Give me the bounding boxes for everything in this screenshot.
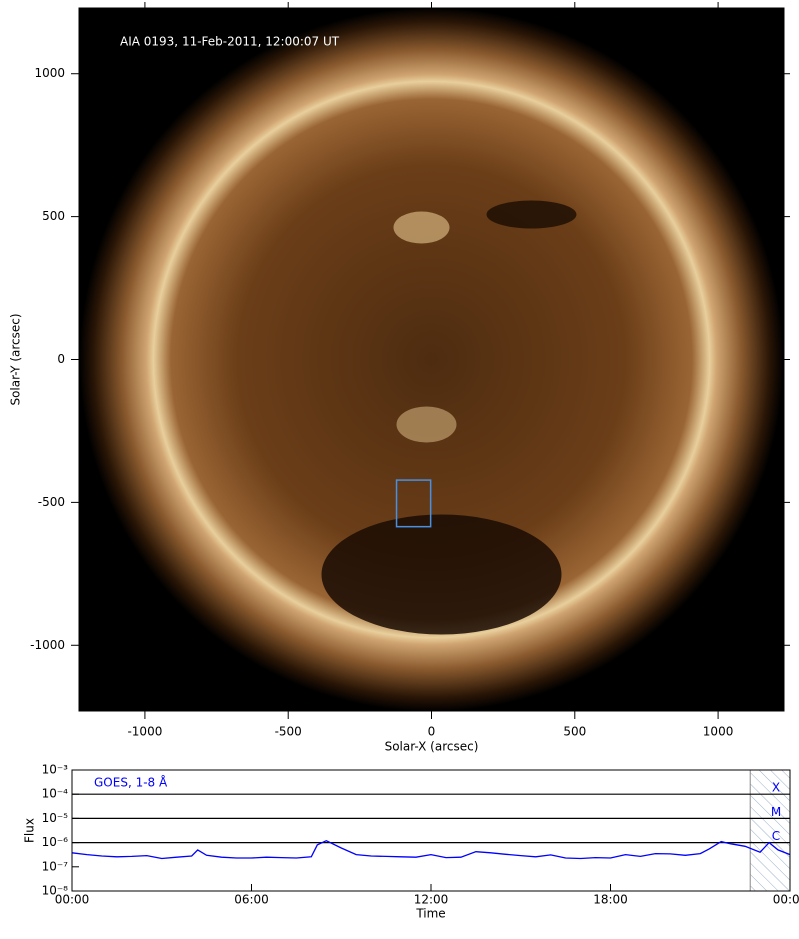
y-axis-label: Flux <box>23 818 37 843</box>
y-tick-label: 1000 <box>34 66 65 80</box>
x-axis-label: Time <box>415 907 445 921</box>
x-axis-label: Solar-X (arcsec) <box>385 740 479 754</box>
sun-disk <box>79 8 784 711</box>
x-tick-label: 00:00 <box>773 893 799 907</box>
y-tick-label: 10⁻⁴ <box>42 787 69 801</box>
y-tick-label: 0 <box>57 352 65 366</box>
solar-image <box>79 8 784 711</box>
x-tick-label: 18:00 <box>593 893 628 907</box>
level-label: C <box>772 829 780 843</box>
shaded-range <box>749 769 791 892</box>
y-tick-label: 10⁻⁵ <box>42 811 69 825</box>
x-tick-label: 1000 <box>703 725 734 739</box>
plot-area <box>72 839 790 860</box>
coronal-hole <box>321 514 562 635</box>
x-tick-label: -500 <box>275 725 302 739</box>
y-tick-label: 10⁻³ <box>42 763 69 777</box>
x-tick-label: 00:00 <box>55 893 90 907</box>
x-tick-label: 500 <box>563 725 586 739</box>
region-box <box>395 479 432 528</box>
coronal-hole <box>486 200 577 229</box>
y-tick-label: 500 <box>42 209 65 223</box>
y-tick-label: 10⁻⁶ <box>42 835 69 849</box>
y-tick-label: -1000 <box>30 638 65 652</box>
plot-frame <box>71 769 791 892</box>
level-label: M <box>771 805 781 819</box>
flux-line <box>72 839 790 860</box>
x-tick-label: 0 <box>428 725 436 739</box>
y-tick-label: 10⁻⁸ <box>42 884 69 898</box>
x-tick-label: -1000 <box>127 725 162 739</box>
y-tick-label: 10⁻⁷ <box>42 859 69 873</box>
legend-label: GOES, 1-8 Å <box>94 775 168 790</box>
y-axis-label: Solar-Y (arcsec) <box>9 313 23 405</box>
annotation: AIA 0193, 11-Feb-2011, 12:00:07 UT <box>120 35 340 49</box>
x-tick-label: 06:00 <box>234 893 269 907</box>
y-tick-label: -500 <box>38 495 65 509</box>
active-region <box>396 406 457 443</box>
active-region <box>393 211 450 244</box>
x-tick-label: 12:00 <box>414 893 449 907</box>
level-label: X <box>772 781 780 795</box>
